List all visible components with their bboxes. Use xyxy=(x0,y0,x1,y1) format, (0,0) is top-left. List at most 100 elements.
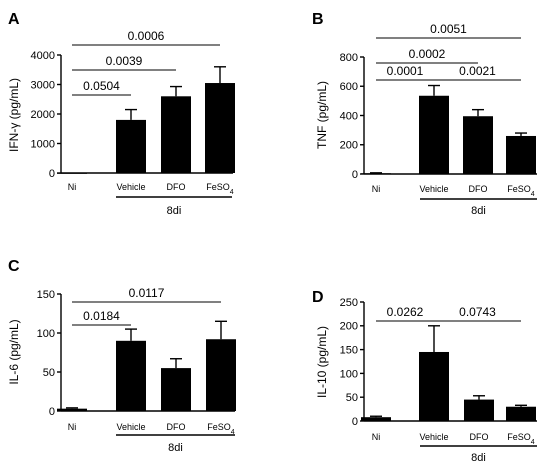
category-label: FeSO4 xyxy=(206,182,234,196)
group-label: 8di xyxy=(471,452,486,464)
y-axis-label: TNF (pg/mL) xyxy=(315,81,329,149)
y-tick-label: 0 xyxy=(352,169,358,181)
category-label: Vehicle xyxy=(419,432,448,442)
bar-feso4 xyxy=(506,135,536,174)
p-value-label: 0.0039 xyxy=(106,54,143,68)
bar-feso4 xyxy=(206,339,236,411)
category-label-main: Vehicle xyxy=(116,422,145,432)
bar-dfo xyxy=(463,116,493,174)
group-label: 8di xyxy=(168,442,183,454)
category-label: DFO xyxy=(470,432,489,442)
category-label: Vehicle xyxy=(116,182,145,192)
bar-feso4 xyxy=(506,406,536,421)
y-tick-label: 50 xyxy=(43,367,55,379)
chart-panel-b: B TNF (pg/mL) 0 200 400 600 800 Ni Vehicle DFO FeS… xyxy=(312,11,537,217)
category-label: DFO xyxy=(469,184,488,194)
y-tick-label: 250 xyxy=(340,297,358,309)
y-tick-label: 3000 xyxy=(31,79,55,91)
p-value-label: 0.0743 xyxy=(459,305,496,319)
category-label-main: Ni xyxy=(68,422,77,432)
bar-dfo xyxy=(161,368,191,411)
category-label-subscript: 4 xyxy=(531,439,535,446)
bar-ni xyxy=(57,173,87,174)
panel-label: A xyxy=(8,11,20,28)
category-label-main: FeSO xyxy=(507,184,531,194)
y-tick-label: 0 xyxy=(49,168,55,180)
p-value-label: 0.0262 xyxy=(387,305,424,319)
group-label: 8di xyxy=(167,205,182,217)
category-label: DFO xyxy=(167,422,186,432)
panel-label: C xyxy=(8,258,20,275)
category-label-main: FeSO xyxy=(206,182,230,192)
category-label: FeSO4 xyxy=(507,432,535,446)
category-label-subscript: 4 xyxy=(531,191,535,198)
p-value-label: 0.0051 xyxy=(430,22,467,36)
category-label-main: Vehicle xyxy=(419,432,448,442)
category-label-main: FeSO xyxy=(507,432,531,442)
panel-label: D xyxy=(312,289,324,306)
p-value-label: 0.0001 xyxy=(387,64,424,78)
panel-label: B xyxy=(312,11,324,28)
y-tick-label: 100 xyxy=(37,328,55,340)
category-label-main: FeSO xyxy=(207,422,231,432)
group-label: 8di xyxy=(471,205,486,217)
bar-vehicle xyxy=(116,119,146,173)
p-value-label: 0.0504 xyxy=(83,79,120,93)
category-label: Vehicle xyxy=(419,184,448,194)
bar-dfo xyxy=(464,399,494,421)
chart-panel-d: D IL-10 (pg/mL) 0 50 100 150 200 250 Ni Vehicle DF… xyxy=(312,289,537,464)
y-axis-label: IL-10 (pg/mL) xyxy=(315,326,329,398)
chart-panel-a: A IFN-γ (pg/mL) 0 1000 2000 3000 4000 Ni Vehicle… xyxy=(7,11,235,217)
category-label-main: Ni xyxy=(372,184,381,194)
p-value-label: 0.0006 xyxy=(128,29,165,43)
y-tick-label: 0 xyxy=(49,406,55,418)
y-tick-label: 100 xyxy=(340,368,358,380)
y-tick-label: 400 xyxy=(340,110,358,122)
category-label: Ni xyxy=(372,184,381,194)
category-label: Ni xyxy=(68,422,77,432)
category-label-main: Ni xyxy=(372,432,381,442)
category-label: FeSO4 xyxy=(507,184,535,198)
category-label-main: Ni xyxy=(68,182,77,192)
category-label-subscript: 4 xyxy=(231,429,235,436)
category-label-subscript: 4 xyxy=(230,189,234,196)
category-label-main: DFO xyxy=(167,182,186,192)
bar-ni xyxy=(57,408,87,411)
y-tick-label: 800 xyxy=(340,52,358,64)
p-value-label: 0.0021 xyxy=(459,64,496,78)
p-value-label: 0.0117 xyxy=(129,286,165,300)
bar-vehicle xyxy=(419,351,449,421)
y-tick-label: 600 xyxy=(340,81,358,93)
y-axis-label: IL-6 (pg/mL) xyxy=(7,319,21,384)
category-label: Ni xyxy=(372,432,381,442)
category-label: FeSO4 xyxy=(207,422,235,436)
y-tick-label: 150 xyxy=(37,289,55,301)
category-label-main: Vehicle xyxy=(116,182,145,192)
category-label-main: Vehicle xyxy=(419,184,448,194)
y-tick-label: 200 xyxy=(340,140,358,152)
p-value-label: 0.0184 xyxy=(83,309,120,323)
y-axis-label: IFN-γ (pg/mL) xyxy=(7,78,21,152)
y-tick-label: 1000 xyxy=(31,138,55,150)
y-tick-label: 2000 xyxy=(31,109,55,121)
category-label-main: DFO xyxy=(167,422,186,432)
bar-feso4 xyxy=(205,83,235,173)
category-label: Ni xyxy=(68,182,77,192)
category-label: DFO xyxy=(167,182,186,192)
y-tick-label: 4000 xyxy=(31,50,55,62)
bar-vehicle xyxy=(116,340,146,411)
y-tick-label: 50 xyxy=(346,392,358,404)
y-tick-label: 200 xyxy=(340,321,358,333)
category-label: Vehicle xyxy=(116,422,145,432)
chart-panel-c: C IL-6 (pg/mL) 0 50 100 150 Ni Vehicle DFO FeSO4 8… xyxy=(7,258,236,454)
bar-vehicle xyxy=(419,95,449,174)
p-value-label: 0.0002 xyxy=(409,47,446,61)
bar-ni xyxy=(361,417,391,421)
bar-dfo xyxy=(161,96,191,173)
bar-ni xyxy=(361,173,391,175)
category-label-main: DFO xyxy=(469,184,488,194)
y-tick-label: 0 xyxy=(352,416,358,428)
category-label-main: DFO xyxy=(470,432,489,442)
y-tick-label: 150 xyxy=(340,344,358,356)
